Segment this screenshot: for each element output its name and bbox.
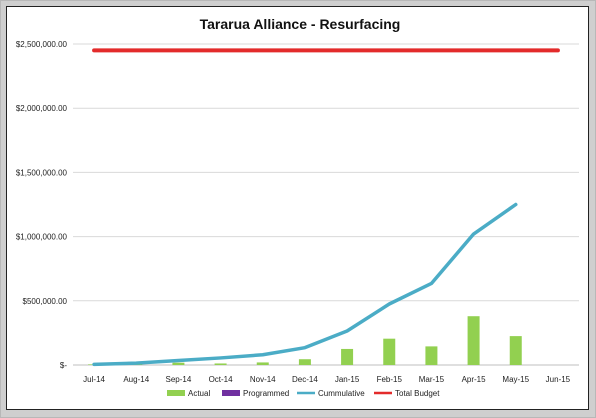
gridlines: [73, 43, 579, 366]
chart-title: Tararua Alliance - Resurfacing: [200, 16, 401, 32]
x-tick-label: Nov-14: [250, 375, 276, 384]
x-axis-tick-labels: Jul-14 Aug-14 Sep-14 Oct-14 Nov-14 Dec-14 Jan-…: [83, 375, 571, 384]
x-tick-label: May-15: [502, 375, 529, 384]
bar-actual: [341, 348, 354, 365]
series-line-cummulative: [92, 202, 518, 367]
y-tick-label: $-: [60, 361, 67, 370]
legend-label: Programmed: [243, 389, 289, 398]
y-tick-label: $500,000.00: [23, 297, 68, 306]
x-tick-label: Aug-14: [123, 375, 149, 384]
bar-actual: [509, 336, 522, 365]
bar-actual: [256, 362, 269, 365]
y-tick-label: $1,000,000.00: [16, 233, 68, 242]
legend-swatch: [222, 390, 240, 396]
y-tick-label: $2,000,000.00: [16, 104, 68, 113]
x-tick-label: Jun-15: [546, 375, 571, 384]
legend-swatch: [167, 390, 185, 396]
x-tick-label: Feb-15: [377, 375, 403, 384]
bar-actual: [172, 362, 185, 365]
bar-actual: [298, 359, 311, 365]
x-tick-label: Mar-15: [419, 375, 445, 384]
resurfacing-chart: Tararua Alliance - Resurfacing $- $500,00…: [16, 16, 579, 398]
actual-bars: [88, 316, 522, 365]
x-tick-label: Jul-14: [83, 375, 105, 384]
legend-label: Actual: [188, 389, 210, 398]
bar-actual: [425, 346, 438, 365]
x-tick-label: Jan-15: [335, 375, 360, 384]
x-tick-label: Dec-14: [292, 375, 318, 384]
x-tick-label: Oct-14: [209, 375, 234, 384]
y-tick-label: $1,500,000.00: [16, 168, 68, 177]
series-lines: [92, 48, 560, 367]
chart-area: Tararua Alliance - Resurfacing $- $500,00…: [6, 6, 589, 410]
legend-label: Cummulative: [318, 389, 365, 398]
legend: Actual Programmed Cummulative Total Budget: [167, 389, 440, 398]
bar-actual: [383, 338, 396, 365]
x-tick-label: Sep-14: [166, 375, 192, 384]
y-tick-label: $2,500,000.00: [16, 40, 68, 49]
bar-actual: [467, 316, 480, 365]
x-tick-label: Apr-15: [462, 375, 487, 384]
y-axis-tick-labels: $- $500,000.00 $1,000,000.00 $1,500,000.00 $…: [16, 40, 68, 370]
legend-label: Total Budget: [395, 389, 440, 398]
bar-actual: [214, 363, 227, 365]
